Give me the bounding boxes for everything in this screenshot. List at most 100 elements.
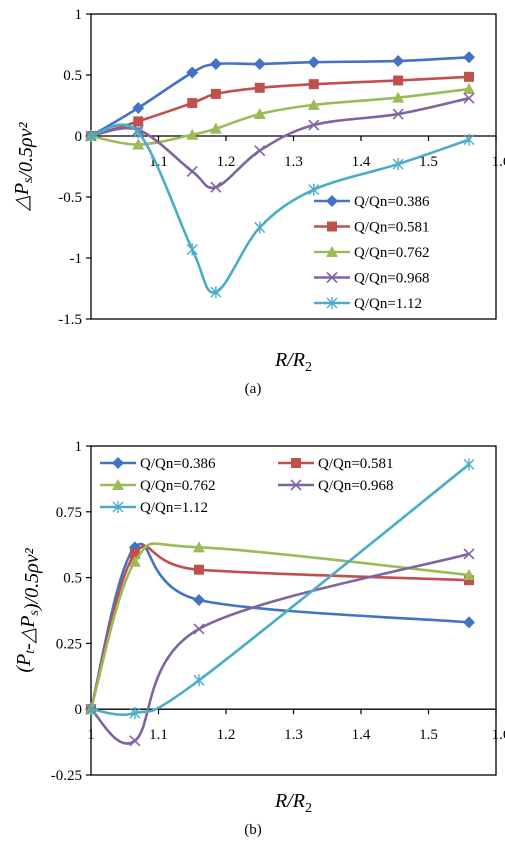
x-tick-label: 1.6 [492,727,505,743]
data-point [463,568,475,580]
data-point [392,108,404,120]
x-tick-label: 1.6 [492,154,505,170]
legend-label: Q/Qn=0.762 [140,478,216,494]
data-point [210,286,222,299]
data-point [393,75,404,86]
y-tick-label: -0.5 [58,190,82,206]
legend-swatch-marker [326,271,338,284]
data-point [463,92,475,104]
data-point [463,458,475,471]
data-point [254,221,266,234]
data-point [129,735,141,747]
plot-frame [90,13,497,320]
data-point [254,145,266,157]
legend-entry: Q/Qn=0.968 [278,478,394,494]
y-tick-label: -1 [70,251,83,267]
y-axis-title: (Pt-△Ps)/0.5ρv² [13,547,43,672]
data-point [129,548,140,559]
series-4 [85,123,475,299]
x-tick-label: 1.3 [284,727,303,743]
series-line [90,552,470,745]
y-tick-label: 0.5 [63,68,82,84]
legend-entry: Q/Qn=1.12 [100,500,208,516]
data-point [210,88,221,99]
legend-label: Q/Qn=0.581 [318,456,394,472]
y-tick-label: 1 [75,439,83,455]
data-point [392,158,404,171]
x-tick-label: 1.3 [284,154,303,170]
data-point [463,133,475,146]
legend-swatch-marker [290,479,302,491]
y-tick-label: 0.5 [63,571,82,587]
series-line [89,544,470,710]
x-tick-label: 1.5 [419,154,438,170]
x-tick-label: 1.2 [217,154,236,170]
legend-label: Q/Qn=1.12 [140,500,208,516]
legend-swatch-marker [112,501,124,513]
legend-entry: Q/Qn=0.968 [314,271,430,287]
legend-entry: Q/Qn=0.386 [100,456,216,472]
legend-label: Q/Qn=0.581 [354,220,430,236]
x-tick-label: 1.5 [419,727,438,743]
data-point [193,674,205,687]
x-tick-label: 1.1 [149,727,168,743]
data-point [209,58,222,71]
data-point [308,119,320,131]
panel-caption: (a) [245,381,262,397]
data-point [186,128,199,140]
series-3 [85,548,475,747]
data-point [307,98,320,110]
data-point [209,122,222,134]
legend-label: Q/Qn=0.386 [354,194,430,210]
data-point [392,91,405,103]
data-point [464,575,474,586]
y-tick-label: 0.25 [56,636,82,652]
x-tick-label: 1.4 [352,727,371,743]
y-axis-title: △Ps/0.5ρv² [11,121,37,211]
chart-panel-b: 1 0.75 0.5 0.25 0 -0.25 1 1.1 1.2 1.3 1.4 1.5 1.6 Q/Q… [13,439,505,838]
data-point [308,79,319,90]
y-tick-label: 0 [75,129,83,145]
data-point [85,703,97,716]
legend-swatch-marker [112,457,124,469]
legend-label: Q/Qn=0.386 [140,456,216,472]
series-3 [85,92,475,193]
data-point [132,138,145,150]
data-point [193,541,205,553]
legend-swatch-marker [326,297,338,309]
series-0 [85,51,475,142]
data-point [463,83,475,95]
legend-entry: Q/Qn=0.581 [278,456,394,472]
series-4 [85,458,475,720]
legend-swatch-marker [112,479,124,490]
legend-swatch-marker [326,195,338,207]
x-axis-title: R/R2 [274,349,312,375]
legend-entry: Q/Qn=0.581 [314,220,430,236]
data-point [187,98,198,109]
legend-entry: Q/Qn=0.762 [314,245,430,261]
x-tick-label: 1 [87,727,95,743]
series-line [90,75,470,138]
series-line [89,542,470,710]
data-point [464,71,474,82]
series-line [90,96,470,190]
y-tick-label: 0.75 [56,505,82,521]
data-point [193,593,205,606]
data-point [463,616,475,629]
y-tick-label: -1.5 [58,312,82,328]
legend-entry: Q/Qn=0.386 [314,194,430,210]
data-point [128,555,141,567]
data-point [194,564,204,575]
data-point [186,165,198,177]
legend: Q/Qn=0.386 Q/Qn=0.581 Q/Qn=0.762 Q/Qn=0.968… [100,456,394,516]
data-point [186,66,199,79]
y-tick-label: -0.25 [51,768,82,784]
data-point [85,130,97,142]
data-point [253,58,266,71]
legend-label: Q/Qn=1.12 [354,296,422,312]
data-point [132,126,144,139]
data-point [253,108,266,120]
series-line [90,123,470,294]
legend-label: Q/Qn=0.968 [318,478,394,494]
